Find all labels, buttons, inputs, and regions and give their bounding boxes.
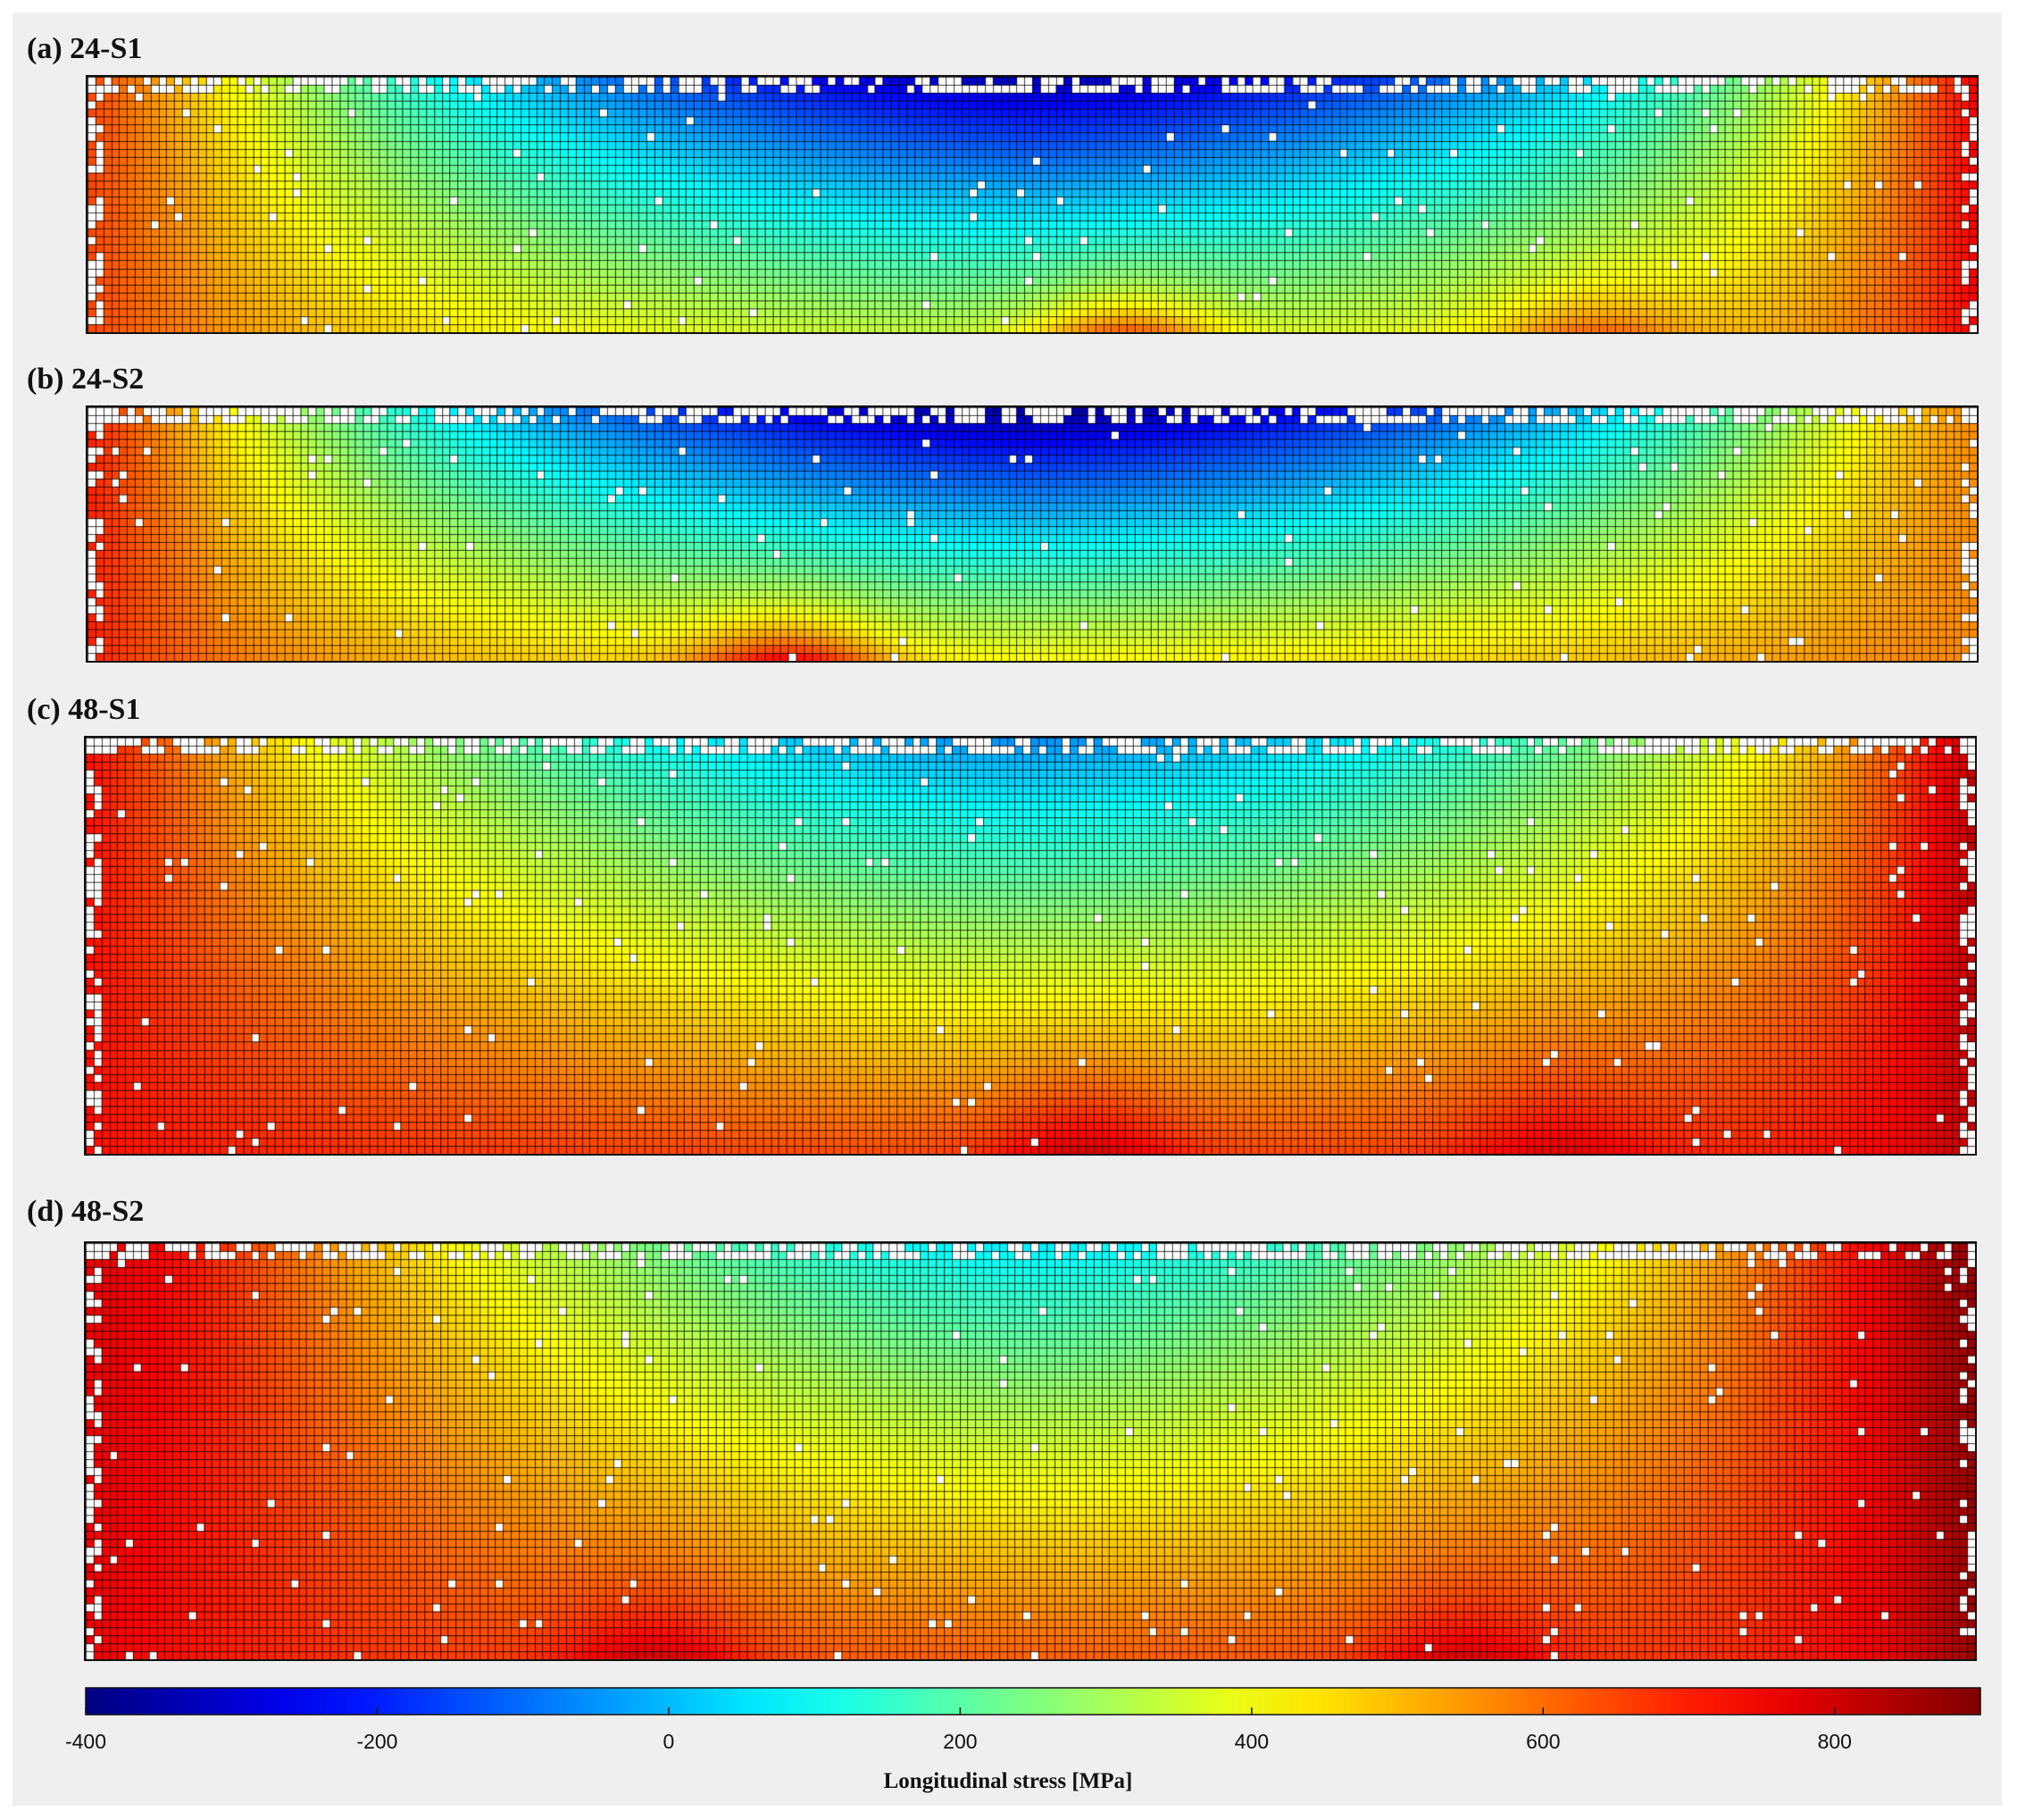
colorbar-tick-label: 400 (1235, 1730, 1269, 1753)
colorbar-tick-label: -400 (65, 1730, 106, 1753)
panel-b-label: (b) 24-S2 (27, 363, 145, 396)
colorbar-title: Longitudinal stress [MPa] (884, 1769, 1133, 1793)
colorbar-tick-label: 200 (943, 1730, 977, 1753)
colorbar-tick-label: 0 (663, 1730, 675, 1753)
panel-d-label: (d) 48-S2 (27, 1195, 145, 1228)
figure: (a) 24-S1 (b) 24-S2 (c) 48-S1 (d) 48-S2 … (13, 13, 2002, 1806)
colorbar-gradient (85, 1687, 1981, 1716)
stress-map-a (86, 75, 1979, 334)
stress-map-b (86, 405, 1979, 663)
panel-c-label: (c) 48-S1 (27, 693, 141, 726)
stress-map-d (84, 1241, 1977, 1661)
colorbar-tick-label: 600 (1526, 1730, 1560, 1753)
colorbar-tick-label: 800 (1818, 1730, 1852, 1753)
stress-map-c (84, 736, 1977, 1156)
panel-a-label: (a) 24-S1 (27, 32, 143, 65)
colorbar-tick-label: -200 (356, 1730, 397, 1753)
colorbar: -400 -200 0 200 400 600 800 Longitudinal stres… (65, 1687, 1981, 1793)
